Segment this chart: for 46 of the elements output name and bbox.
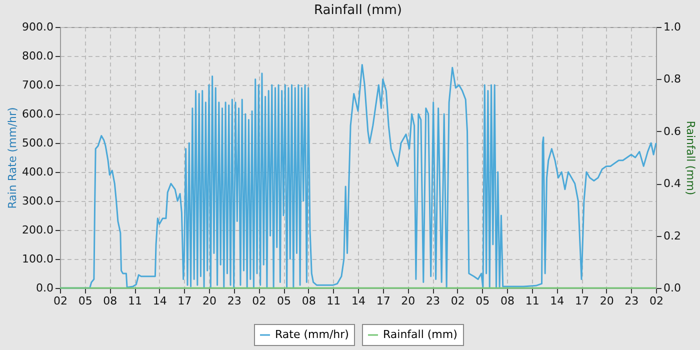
y2-tick-label: 0.4 xyxy=(664,177,681,190)
legend-label: Rate (mm/hr) xyxy=(275,328,349,341)
y-tick-label: 100.0 xyxy=(22,252,54,266)
x-tick-label: 14 xyxy=(152,294,167,308)
x-tick-label: 11 xyxy=(128,294,142,308)
y-tick-label: 700.0 xyxy=(22,78,54,92)
x-tick-label: 14 xyxy=(550,294,564,308)
y-tick-label: 800.0 xyxy=(22,50,54,62)
y2-tick-label: 0.6 xyxy=(664,124,681,138)
x-tick-label: 20 xyxy=(600,294,614,308)
y-tick-label: 300.0 xyxy=(22,194,54,208)
x-tick-label: 05 xyxy=(277,294,291,308)
y-tick-label: 900.0 xyxy=(22,20,54,34)
x-tick-label: 23 xyxy=(624,294,639,308)
y-tick-label: 0.0 xyxy=(36,282,54,294)
y-axis-title: Rain Rate (mm/hr) xyxy=(6,107,20,209)
x-tick-label: 11 xyxy=(326,294,341,308)
x-tick-label: 23 xyxy=(426,294,440,308)
x-tick-label: 11 xyxy=(525,294,540,308)
x-tick-label: 23 xyxy=(227,294,242,308)
y-tick-label: 400.0 xyxy=(22,166,54,178)
x-tick-label: 02 xyxy=(54,294,68,308)
x-tick-label: 20 xyxy=(401,294,416,308)
x-tick-label: 08 xyxy=(103,294,118,308)
x-tick-label: 08 xyxy=(500,294,514,308)
x-tick-label: 08 xyxy=(302,294,316,308)
y-tick-label: 200.0 xyxy=(22,224,54,236)
y-tick-label: 600.0 xyxy=(22,108,54,120)
x-tick-label: 02 xyxy=(450,294,465,308)
y2-tick-label: 1.0 xyxy=(664,20,681,34)
x-tick-label: 05 xyxy=(476,294,490,308)
x-tick-label: 17 xyxy=(575,294,589,308)
y2-tick-label: 0.2 xyxy=(664,229,681,242)
y-tick-label: 500.0 xyxy=(22,136,54,150)
x-tick-label: 02 xyxy=(252,294,266,308)
x-tick-label: 02 xyxy=(650,294,664,308)
y2-tick-label: 0.8 xyxy=(664,72,681,86)
x-tick-label: 20 xyxy=(202,294,216,308)
y2-tick-label: 0.0 xyxy=(664,282,681,294)
x-tick-label: 17 xyxy=(376,294,390,308)
x-tick-label: 05 xyxy=(78,294,92,308)
y2-axis-title: Rainfall (mm) xyxy=(684,120,697,196)
x-tick-label: 17 xyxy=(178,294,192,308)
chart-title: Rainfall (mm) xyxy=(314,3,402,18)
legend-label: Rainfall (mm) xyxy=(383,328,458,341)
x-tick-label: 14 xyxy=(352,294,366,308)
